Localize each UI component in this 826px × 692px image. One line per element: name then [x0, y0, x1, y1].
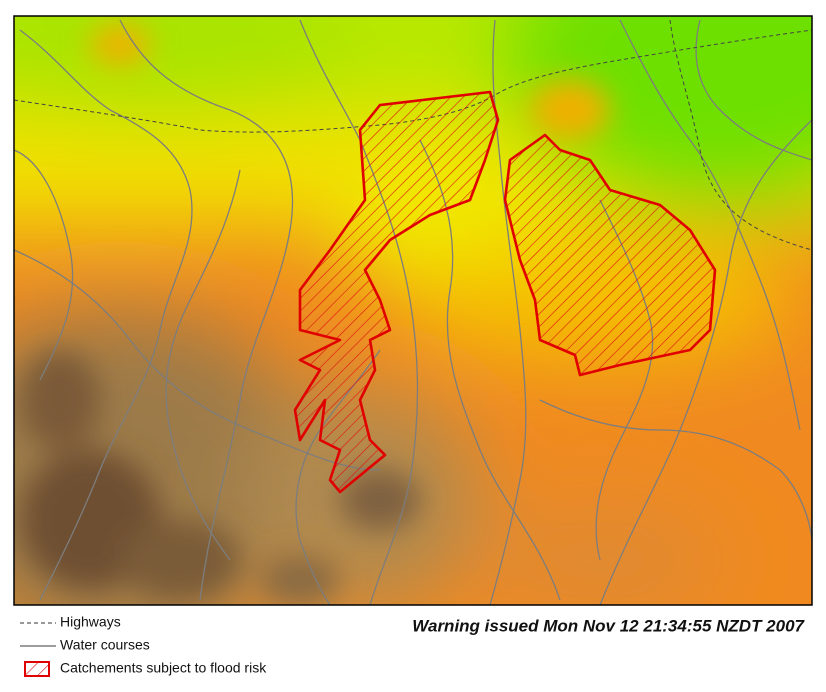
- river: [299, 19, 419, 605]
- warning-text: Warning issued Mon Nov 12 21:34:55 NZDT …: [412, 616, 805, 635]
- legend-label: Highways: [60, 614, 121, 630]
- flood-catchment: [293, 90, 500, 494]
- legend-label: Catchements subject to flood risk: [60, 660, 267, 676]
- river: [539, 399, 812, 541]
- river: [119, 19, 294, 601]
- highway: [669, 19, 812, 251]
- highway: [14, 29, 812, 133]
- water-courses: [14, 19, 812, 605]
- river: [599, 119, 812, 605]
- map-frame: [13, 15, 813, 606]
- river: [695, 19, 812, 161]
- legend: Highways Water courses Catchements subje…: [20, 614, 267, 677]
- river: [14, 149, 74, 381]
- legend-label: Water courses: [60, 637, 150, 653]
- river: [14, 249, 381, 471]
- legend-catchment-symbol: [24, 661, 50, 677]
- river: [19, 29, 193, 601]
- terrain: [14, 16, 812, 605]
- mountains: [20, 25, 610, 605]
- flood-catchment: [503, 133, 717, 377]
- river: [619, 19, 801, 431]
- river: [165, 169, 241, 561]
